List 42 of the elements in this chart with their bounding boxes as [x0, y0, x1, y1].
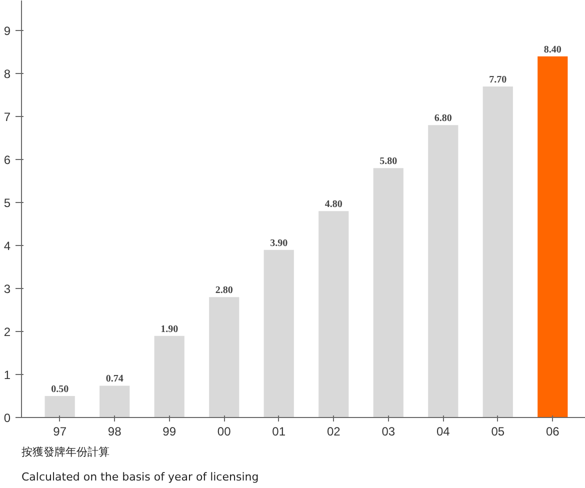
- bar: [318, 211, 349, 418]
- x-tick-label: 98: [108, 424, 122, 438]
- text: 按獲發牌年份計算: [22, 446, 110, 458]
- data-label: 0.50: [51, 384, 69, 396]
- bar: [373, 168, 404, 418]
- y-tick-label: 3: [4, 282, 11, 296]
- x-tick-label: 01: [272, 424, 286, 438]
- y-tick-label: 0: [4, 411, 11, 425]
- y-tick-label: 4: [4, 239, 11, 254]
- bar: [44, 396, 75, 418]
- y-tick-label: 5: [4, 196, 11, 210]
- x-tick-label: 04: [436, 424, 450, 438]
- data-label: 0.74: [106, 374, 124, 385]
- x-tick-label: 05: [491, 424, 505, 438]
- bar: [100, 386, 130, 418]
- data-label: 2.80: [215, 285, 233, 296]
- data-label: 1.90: [160, 324, 178, 335]
- y-tick-label: 6: [4, 153, 11, 168]
- text: Calculated on the basis of year of licensing: [22, 470, 259, 484]
- x-tick-label: 06: [546, 424, 560, 438]
- x-tick-label: 02: [326, 424, 341, 438]
- bar: [209, 297, 240, 418]
- data-label: 4.80: [324, 199, 342, 210]
- data-label: 7.70: [489, 74, 507, 86]
- x-tick-label: 99: [162, 424, 176, 438]
- data-label: 6.80: [434, 113, 452, 124]
- x-tick-label: 97: [53, 424, 67, 438]
- y-tick-label: 2: [4, 325, 11, 340]
- y-tick-label: 7: [4, 110, 11, 124]
- bar: [264, 250, 294, 418]
- data-label: 8.40: [544, 44, 562, 56]
- bar: [538, 56, 568, 418]
- data-label: 3.90: [270, 238, 288, 249]
- y-tick-label: 8: [4, 67, 11, 82]
- bar: [154, 336, 184, 418]
- x-tick-label: 00: [217, 424, 232, 438]
- data-label: 5.80: [380, 156, 398, 168]
- y-tick-label: 1: [4, 368, 11, 382]
- bar: [428, 125, 458, 418]
- bar: [482, 86, 513, 418]
- y-tick-label: 9: [4, 24, 11, 38]
- x-tick-label: 03: [382, 424, 396, 438]
